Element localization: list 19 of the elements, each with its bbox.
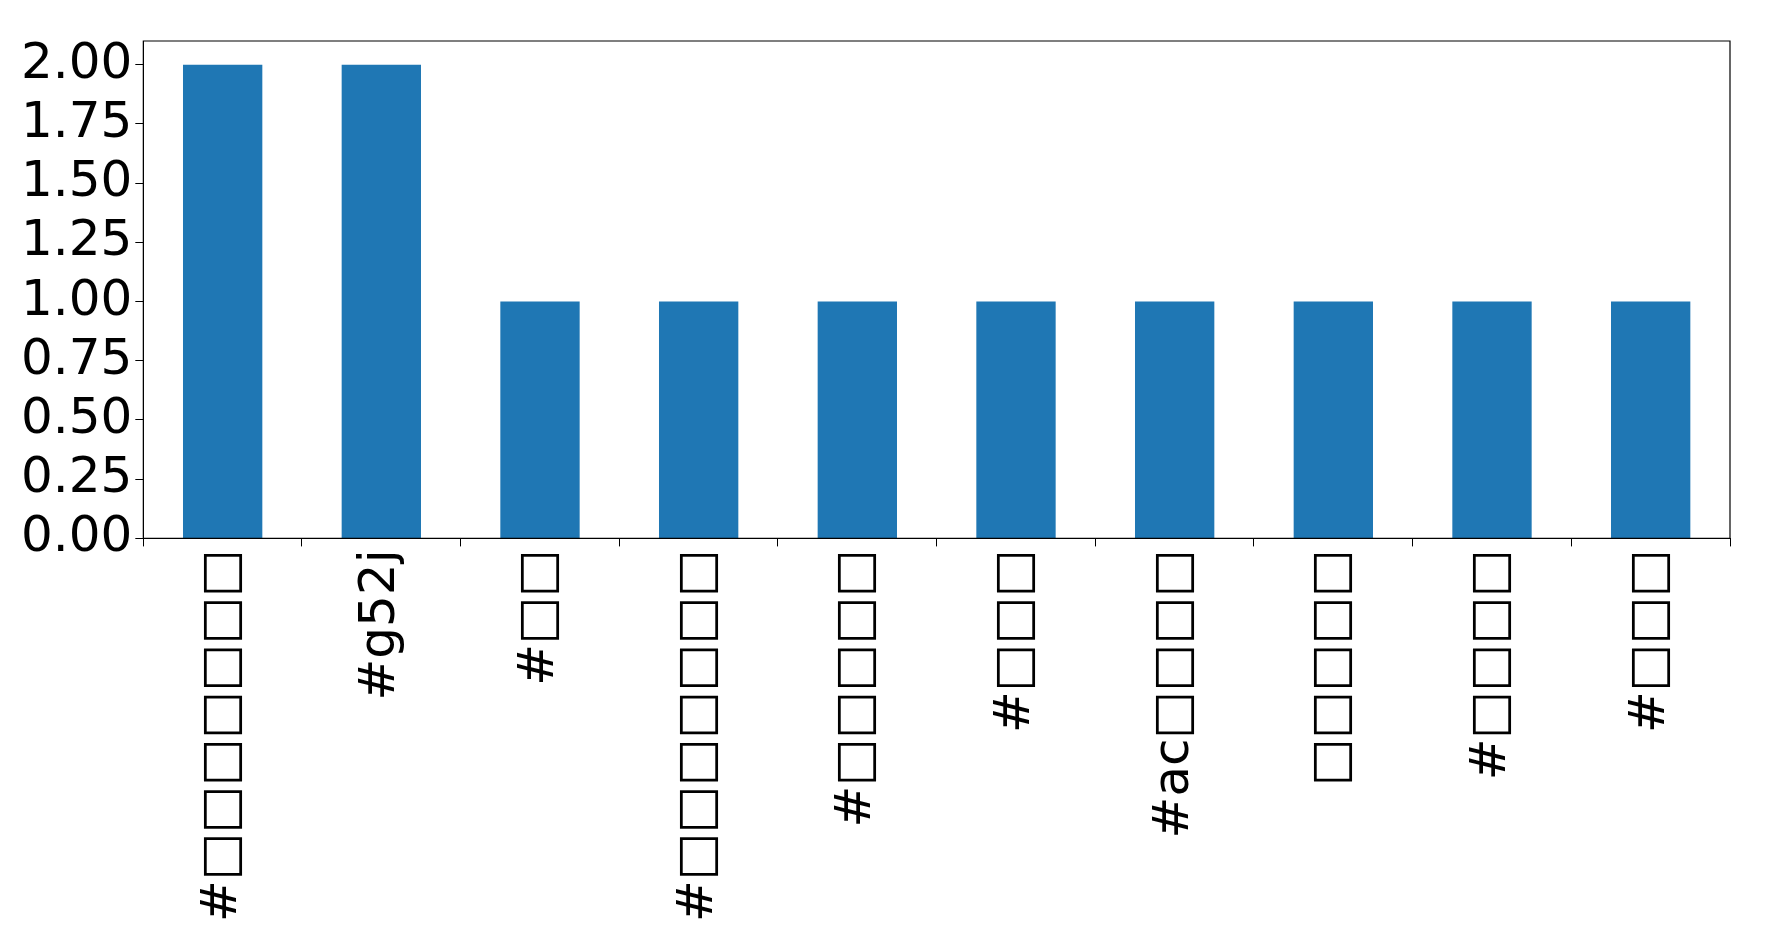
y-tick-label: 0.50 [21, 386, 133, 445]
x-tick-label: #□□□ [982, 549, 1041, 734]
y-tick-label: 0.25 [21, 446, 133, 505]
x-tick-label: #□□□□ [1458, 549, 1517, 781]
y-tick-label: 0.75 [21, 327, 133, 386]
y-tick-label: 1.50 [21, 150, 133, 209]
y-tick-label: 1.00 [21, 268, 133, 327]
x-tick-label: #□□□□□□□ [665, 549, 724, 923]
x-tick-label: □□□□□ [1300, 549, 1359, 786]
x-tick-label: #g52j [348, 549, 407, 701]
x-tick-label: #□□□□□ [824, 549, 883, 828]
x-tick-label: #□□ [506, 549, 565, 686]
x-tick-label: #□□□□□□□ [189, 549, 248, 923]
y-tick-label: 0.00 [21, 505, 133, 564]
y-tick-label: 1.75 [21, 90, 133, 149]
y-tick-label: 1.25 [21, 209, 133, 268]
x-tick-label: #ac□□□□ [1141, 549, 1200, 839]
y-tick-label: 2.00 [21, 31, 133, 90]
x-tick-label: #□□□ [1617, 549, 1676, 734]
